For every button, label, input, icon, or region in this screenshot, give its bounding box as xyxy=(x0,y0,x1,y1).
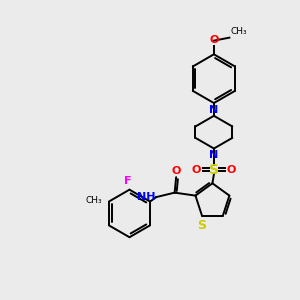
Text: CH₃: CH₃ xyxy=(86,196,102,206)
Text: O: O xyxy=(171,166,181,176)
Text: F: F xyxy=(124,176,132,186)
Text: S: S xyxy=(209,163,219,177)
Text: NH: NH xyxy=(136,191,155,202)
Text: O: O xyxy=(192,165,201,175)
Text: O: O xyxy=(209,35,219,45)
Text: CH₃: CH₃ xyxy=(231,27,248,36)
Text: N: N xyxy=(209,105,218,115)
Text: O: O xyxy=(226,165,236,175)
Text: N: N xyxy=(209,150,218,160)
Text: S: S xyxy=(197,219,206,232)
